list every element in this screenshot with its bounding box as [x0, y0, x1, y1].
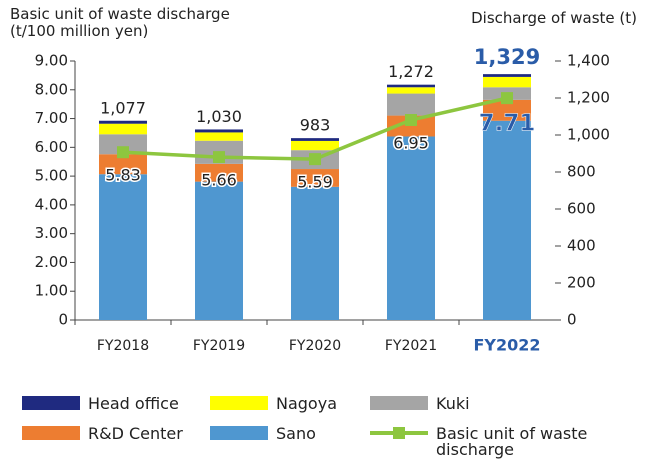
bar-segment — [387, 87, 435, 94]
y2-tick-label: 0 — [567, 311, 577, 329]
legend-marker — [393, 427, 405, 439]
bar-segment — [99, 154, 147, 175]
bar-segment — [483, 74, 531, 77]
x-tick-label: FY2022 — [473, 336, 540, 355]
y2-tick-label: 800 — [567, 163, 596, 181]
bar-segment — [99, 123, 147, 135]
legend-swatch — [210, 396, 268, 410]
y-tick-label: 3.00 — [35, 224, 68, 242]
y2-tick-label: 1,000 — [567, 126, 610, 144]
bar-segment — [99, 120, 147, 124]
y-tick-label: 9.00 — [35, 52, 68, 70]
line-value-label: 6.95 — [393, 133, 429, 152]
x-tick-label: FY2018 — [97, 338, 149, 354]
y-tick-label: 2.00 — [35, 253, 68, 271]
bar-segment — [195, 132, 243, 141]
y-tick-label: 0 — [58, 311, 68, 329]
y-axis-title: Basic unit of waste discharge (t/100 mil… — [10, 6, 230, 40]
bar-segment — [387, 136, 435, 320]
bar-segment — [291, 138, 339, 141]
x-tick-label: FY2021 — [385, 338, 437, 354]
total-label: 1,030 — [196, 107, 242, 126]
y-axis-title-line: Basic unit of waste discharge — [10, 5, 230, 23]
y2-tick-label: 1,400 — [567, 52, 610, 70]
total-label: 1,272 — [388, 62, 434, 81]
legend-label: Kuki — [436, 394, 470, 413]
legend-label: Basic unit of waste discharge — [436, 424, 588, 459]
line-marker — [213, 151, 225, 164]
legend-swatch — [22, 396, 80, 410]
line-value-label: 5.59 — [297, 173, 333, 192]
y2-tick-label: 600 — [567, 200, 596, 218]
bar-segment — [387, 93, 435, 116]
x-tick-label: FY2019 — [193, 338, 245, 354]
bar-segment — [195, 163, 243, 182]
y2-tick-label: 1,200 — [567, 89, 610, 107]
legend-swatch — [370, 426, 428, 440]
line-marker — [309, 153, 321, 166]
y-tick-label: 1.00 — [35, 282, 68, 300]
y2-axis-title: Discharge of waste (t) — [471, 9, 637, 27]
total-label: 1,077 — [100, 98, 146, 117]
bar-segment — [195, 129, 243, 133]
bar-segment — [483, 120, 531, 320]
line-value-label: 5.83 — [105, 166, 141, 185]
legend-swatch — [210, 426, 268, 440]
y2-tick-label: 400 — [567, 237, 596, 255]
line-marker — [501, 92, 513, 105]
y2-tick-label: 200 — [567, 274, 596, 292]
legend-label: Nagoya — [276, 394, 337, 413]
y-tick-label: 4.00 — [35, 195, 68, 213]
y-tick-label: 7.00 — [35, 109, 68, 127]
y-tick-label: 5.00 — [35, 167, 68, 185]
bar-segment — [291, 186, 339, 320]
bar-segment — [483, 76, 531, 88]
legend-swatch — [370, 396, 428, 410]
line-value-label: 5.66 — [201, 171, 237, 190]
bar-segment — [195, 181, 243, 320]
x-tick-label: FY2020 — [289, 338, 341, 354]
line-marker — [405, 113, 417, 126]
line-value-label: 7.71 — [479, 111, 536, 137]
bar-segment — [291, 140, 339, 151]
bar-segment — [483, 99, 531, 121]
y-tick-label: 6.00 — [35, 138, 68, 156]
bar-segment — [387, 115, 435, 137]
bar-segment — [291, 169, 339, 187]
line-marker — [117, 146, 129, 159]
y-tick-label: 8.00 — [35, 80, 68, 98]
total-label: 1,329 — [474, 45, 540, 69]
bar-segment — [99, 134, 147, 155]
legend-swatch — [22, 426, 80, 440]
total-label: 983 — [300, 116, 331, 135]
bar-segment — [99, 174, 147, 320]
legend-label: Head office — [88, 394, 179, 413]
legend-label: Sano — [276, 424, 316, 443]
legend-label: R&D Center — [88, 424, 183, 443]
y-axis-title-line: (t/100 million yen) — [10, 22, 149, 40]
bar-segment — [387, 84, 435, 88]
